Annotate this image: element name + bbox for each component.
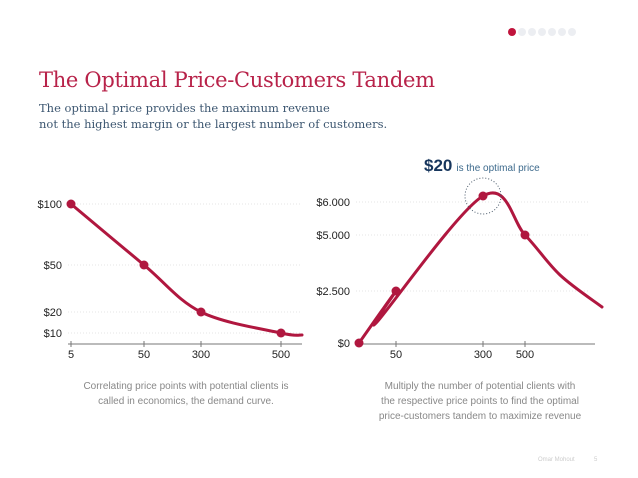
y-tick-label: $2.500 <box>316 286 350 298</box>
pagination-dot[interactable] <box>528 28 536 36</box>
subtitle-line: not the highest margin or the largest nu… <box>39 117 388 131</box>
optimal-highlight-circle <box>464 177 502 215</box>
footer-author: Omar Mohout <box>538 457 575 463</box>
subtitle-line: The optimal price provides the maximum r… <box>39 101 330 115</box>
y-tick-label: $0 <box>338 338 350 350</box>
footer-page-number: 5 <box>594 457 598 463</box>
data-point <box>196 307 206 317</box>
y-tick-label: $6.000 <box>316 197 350 209</box>
page-title: The Optimal Price-Customers Tandem <box>39 68 435 92</box>
page-subtitle: The optimal price provides the maximum r… <box>39 100 387 132</box>
caption-line: the respective price points to find the … <box>381 396 579 407</box>
y-tick-label: $100 <box>38 199 62 211</box>
revenue-curve <box>357 191 604 345</box>
y-tick-label: $20 <box>44 307 62 319</box>
x-tick-label: 5 <box>68 349 74 361</box>
demand-caption: Correlating price points with potential … <box>70 379 302 409</box>
data-point <box>520 230 530 240</box>
data-point <box>391 286 401 296</box>
x-tick-label: 300 <box>192 349 210 361</box>
pagination-dot[interactable] <box>558 28 566 36</box>
data-point <box>139 260 149 270</box>
pagination-dots <box>508 28 576 36</box>
x-tick-label: 50 <box>390 349 402 361</box>
callout-value: $20 <box>424 156 453 175</box>
caption-line: called in economics, the demand curve. <box>98 396 274 407</box>
optimal-price-callout: $20 is the optimal price <box>424 156 540 176</box>
caption-line: price-customers tandem to maximize reven… <box>378 411 582 422</box>
x-tick-label: 50 <box>138 349 150 361</box>
pagination-dot[interactable] <box>518 28 526 36</box>
caption-line: Multiply the number of potential clients… <box>384 381 576 392</box>
demand-curve <box>69 202 304 337</box>
data-point <box>276 328 286 338</box>
callout-text: is the optimal price <box>456 163 540 174</box>
pagination-dot[interactable] <box>548 28 556 36</box>
x-tick-label: 500 <box>516 349 534 361</box>
data-point <box>354 338 364 348</box>
pagination-dot[interactable] <box>508 28 516 36</box>
data-point <box>478 191 488 201</box>
x-tick-label: 500 <box>272 349 290 361</box>
pagination-dot[interactable] <box>568 28 576 36</box>
y-tick-label: $5.000 <box>316 230 350 242</box>
caption-line: Correlating price points with potential … <box>83 381 289 392</box>
revenue-caption: Multiply the number of potential clients… <box>360 379 600 424</box>
data-point <box>66 199 76 209</box>
y-tick-label: $50 <box>44 260 62 272</box>
y-tick-label: $10 <box>44 328 62 340</box>
pagination-dot[interactable] <box>538 28 546 36</box>
x-tick-label: 300 <box>474 349 492 361</box>
